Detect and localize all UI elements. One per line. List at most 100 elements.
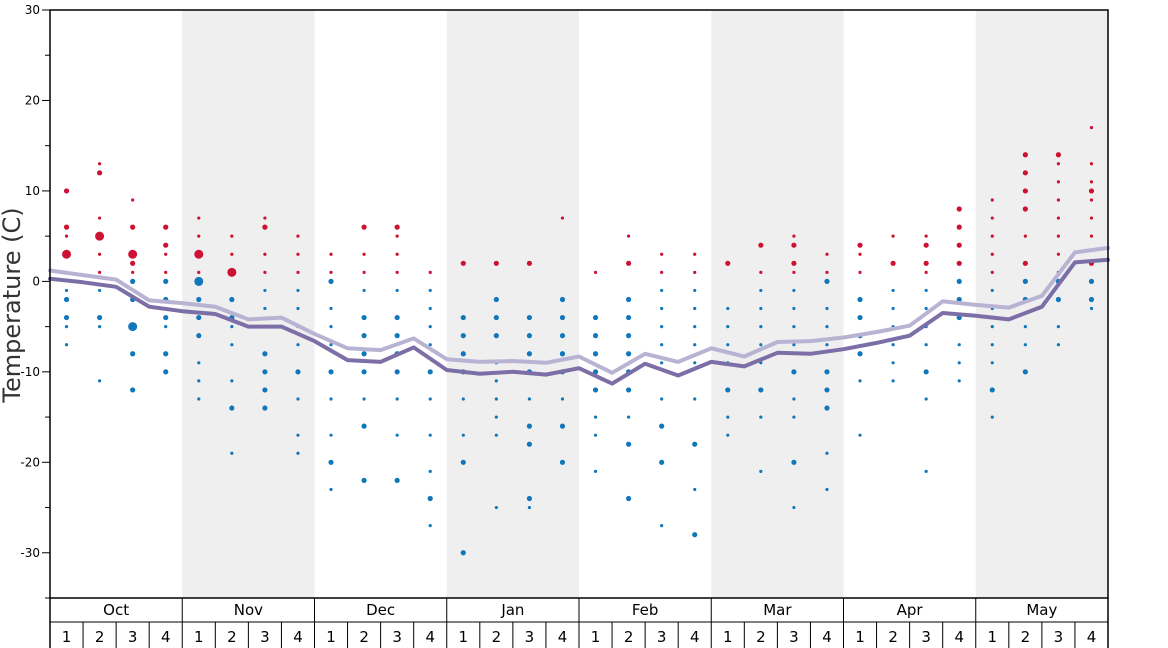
warm-dot [1089,180,1094,184]
cold-dot [362,288,366,293]
month-label: Dec [366,601,395,619]
cold-dot [1056,343,1061,347]
warm-dot [693,270,697,274]
cold-dot [625,296,632,303]
warm-dot [394,224,400,230]
warm-dot [329,252,333,256]
warm-dot [660,270,664,274]
cold-dot [1088,296,1095,303]
warm-dot [131,270,135,274]
cold-dot [361,351,367,357]
cold-dot [956,296,962,303]
cold-dot [957,361,961,365]
week-label: 4 [954,628,964,646]
cold-dot [395,288,399,293]
warm-dot [1089,126,1094,130]
cold-dot [394,369,400,375]
y-axis: 30 20 10 0 -10 -20 -30 [20,3,50,599]
month-shading [182,10,1108,598]
warm-dot [625,260,632,266]
cold-dot [1023,325,1027,329]
cold-dot [825,451,829,455]
cold-dot [758,387,764,393]
cold-dot [891,306,895,311]
warm-dot [63,188,70,194]
cold-dot [559,423,566,429]
cold-dot [726,343,730,347]
cold-dot [64,288,69,293]
cold-dot [924,343,928,347]
cold-dot [196,296,202,303]
warm-dot [362,252,366,256]
cold-dot [328,459,334,465]
cold-dot [693,306,697,311]
cold-dot [824,405,830,411]
cold-dot [329,397,333,401]
warm-dot [1022,206,1028,212]
week-label: 4 [161,628,171,646]
cold-dot [891,288,895,293]
warm-dot [460,260,466,266]
cold-dot [824,278,830,284]
cold-dot [1022,278,1028,284]
warm-dot [1022,170,1028,176]
warm-dot [924,270,928,274]
warm-dot [263,270,267,274]
warm-dot [362,270,366,274]
warm-dot [197,234,201,238]
cold-dot [262,387,268,393]
cold-dot [394,333,400,339]
warm-dot [890,260,896,266]
warm-dot [428,270,432,274]
cold-dot [64,343,69,347]
cold-dot [63,296,70,303]
warm-dot [95,231,105,241]
warm-dot [758,242,764,248]
cold-dot [230,379,234,383]
warm-dot [956,260,962,266]
cold-dot [990,288,994,293]
warm-dot [395,234,399,238]
cold-dot [825,306,829,311]
warm-dot [128,249,138,259]
warm-dot [395,252,399,256]
cold-dot [493,314,499,321]
cold-dot [97,288,102,293]
week-label: 1 [326,628,336,646]
week-label: 1 [591,628,601,646]
cold-dot [625,441,632,447]
cold-dot [989,387,995,393]
cold-dot [329,487,333,492]
cold-dot [660,288,664,293]
warm-dot [1056,216,1061,220]
cold-dot [461,433,465,437]
cold-dot [329,343,333,347]
month-label: Feb [632,601,659,619]
cold-dot [196,333,202,339]
cold-dot [196,314,202,321]
cold-dot [194,276,204,286]
cold-dot [559,351,566,357]
cold-dot [262,405,268,411]
cold-dot [296,451,300,455]
cold-dot [362,397,366,401]
warm-dot [296,252,300,256]
cold-dot [493,333,499,339]
cold-dot [759,306,763,311]
cold-dot [494,379,498,383]
week-label: 3 [789,628,799,646]
warm-dot [1089,216,1094,220]
cold-dot [526,495,533,502]
week-label: 2 [95,628,105,646]
warm-dot [1056,252,1061,256]
cold-dot [759,343,763,347]
cold-dot [625,314,632,321]
x-axis: Oct 1 2 3 4 Nov 1 2 3 4 Dec 1 2 3 4 Jan 1 2 3 4 Feb 1 2 3 4 Mar 1 2… [49,598,1109,648]
cold-dot [163,369,169,375]
warm-dot [792,270,796,274]
cold-dot [197,397,201,401]
warm-dot [395,270,399,274]
cold-dot [460,314,466,321]
warm-dot [1089,234,1094,238]
cold-dot [1023,343,1027,347]
